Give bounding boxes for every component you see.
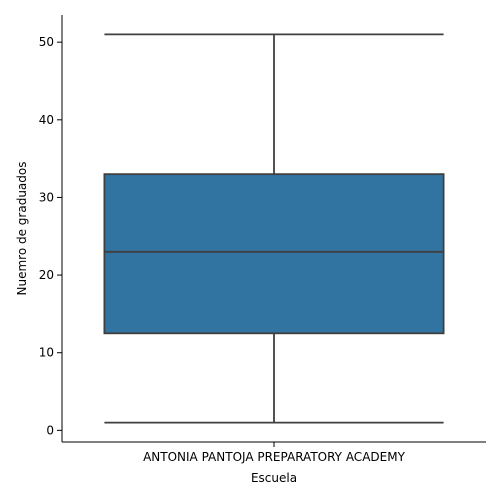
y-tick-label: 10 (39, 346, 54, 360)
y-axis-ticks: 0 10 20 30 40 50 (39, 35, 62, 437)
x-axis-ticks: ANTONIA PANTOJA PREPARATORY ACADEMY (143, 442, 406, 464)
y-axis-label: Nuemro de graduados (15, 162, 29, 296)
iqr-box (103, 173, 445, 335)
plot-area (103, 33, 445, 424)
y-tick-label: 20 (39, 268, 54, 282)
x-axis-label: Escuela (251, 471, 297, 485)
y-tick-label: 40 (39, 113, 54, 127)
x-tick-label: ANTONIA PANTOJA PREPARATORY ACADEMY (143, 450, 405, 464)
box-group (103, 33, 445, 424)
y-tick-label: 50 (39, 35, 54, 49)
y-tick-label: 30 (39, 190, 54, 204)
y-tick-label: 0 (46, 423, 54, 437)
